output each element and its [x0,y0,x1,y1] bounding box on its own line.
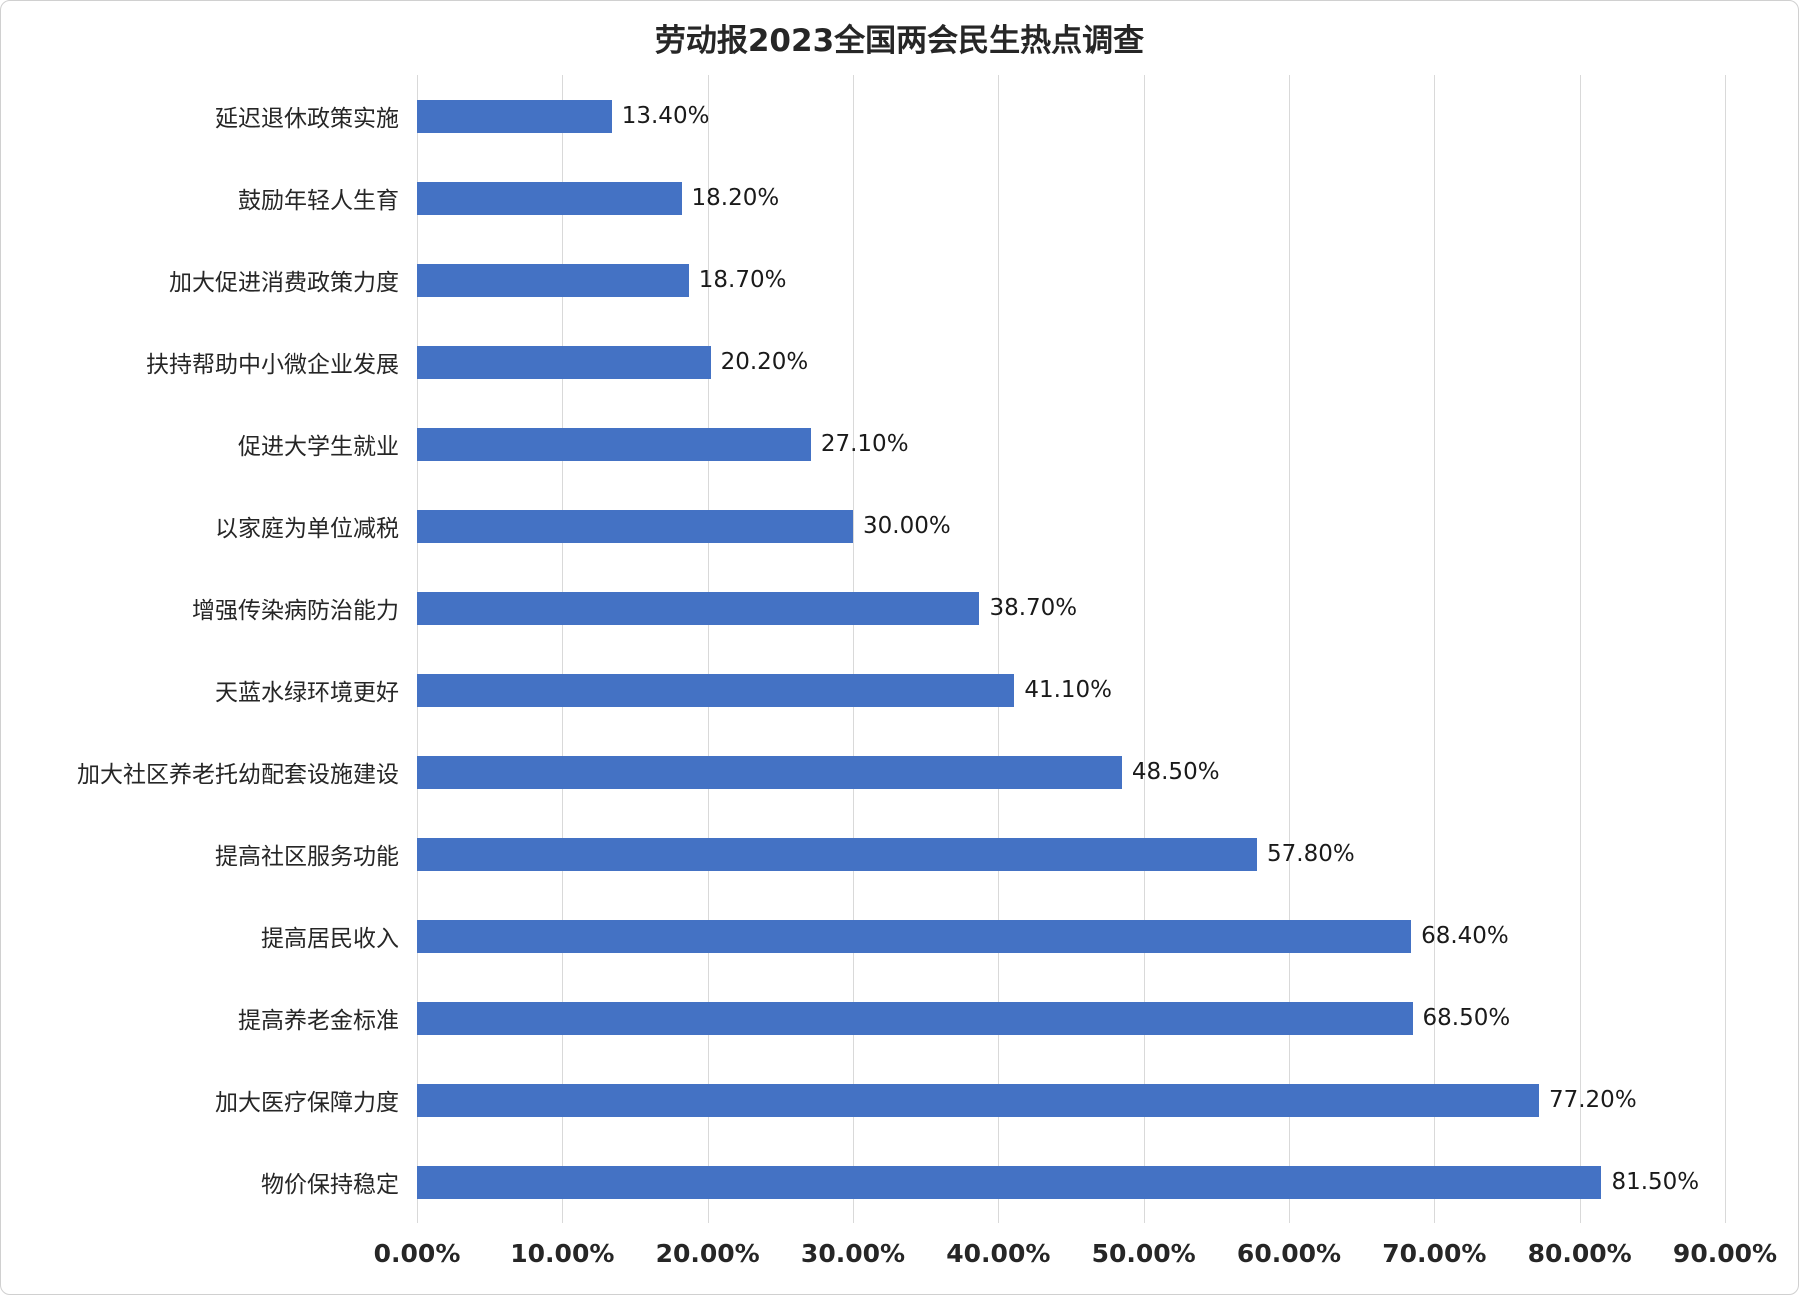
bar-row: 20.20% [417,321,1725,403]
bar [417,591,980,625]
bar [417,99,612,133]
category-label: 加大促进消费政策力度 [169,270,399,296]
value-label: 48.50% [1131,759,1220,785]
bar [417,509,853,543]
x-tick-label: 20.00% [655,1239,760,1268]
plot-area: 13.40% 18.20% 18.70% 20.20% 27.10% 30.00% 38.7… [417,75,1726,1223]
category-label: 提高居民收入 [261,926,399,952]
grid-line [998,75,1000,1223]
category-label: 天蓝水绿环境更好 [215,680,399,706]
bar [417,919,1412,953]
category-label: 加大医疗保障力度 [215,1090,399,1116]
x-axis-row: 0.00% 10.00% 20.00% 30.00% 40.00% 50.00% 60.00… [1,1233,1798,1281]
grid-line [562,75,564,1223]
bar-row: 41.10% [417,649,1725,731]
grid-line [707,75,709,1223]
value-label: 81.50% [1611,1169,1700,1195]
x-tick-label: 10.00% [510,1239,615,1268]
value-label: 30.00% [863,513,951,539]
bar [417,837,1258,871]
x-tick-label: 40.00% [946,1239,1051,1268]
bar-row: 18.70% [417,239,1725,321]
grid-line [853,75,854,1223]
bar-row: 68.50% [417,977,1725,1059]
x-tick-label: 30.00% [800,1239,906,1268]
category-label: 鼓励年轻人生育 [238,188,399,214]
value-label: 41.10% [1024,677,1113,703]
grid-line [1434,75,1436,1223]
grid-line [1143,75,1145,1223]
x-axis: 0.00% 10.00% 20.00% 30.00% 40.00% 50.00% 60.00… [374,1233,1777,1281]
x-tick-label: 60.00% [1236,1239,1342,1268]
bar-row: 27.10% [417,403,1725,485]
bar-row: 48.50% [417,731,1725,813]
grid-line [1725,75,1726,1223]
value-label: 13.40% [621,103,710,129]
grid-line [1579,75,1581,1223]
value-label: 57.80% [1267,841,1355,867]
value-label: 20.20% [720,349,809,375]
bar [417,263,689,297]
bar [417,755,1122,789]
bar-row: 77.20% [417,1059,1725,1141]
bar [417,1083,1539,1117]
bar-row: 38.70% [417,567,1725,649]
category-axis: 延迟退休政策实施鼓励年轻人生育加大促进消费政策力度扶持帮助中小微企业发展促进大学… [1,75,417,1223]
x-axis-spacer [1,1233,417,1281]
value-label: 18.20% [691,185,780,211]
bar [417,1165,1602,1199]
category-label: 增强传染病防治能力 [192,598,399,624]
bar-row: 13.40% [417,75,1725,157]
bar-row: 81.50% [417,1141,1725,1223]
category-label: 提高养老金标准 [238,1008,399,1034]
bar [417,181,682,215]
category-label: 延迟退休政策实施 [215,106,399,132]
value-label: 38.70% [989,595,1078,621]
bar-row: 57.80% [417,813,1725,895]
x-tick-label: 90.00% [1672,1239,1778,1268]
x-tick-label: 0.00% [373,1239,461,1268]
bar-row: 18.20% [417,157,1725,239]
bar-row: 30.00% [417,485,1725,567]
category-label: 提高社区服务功能 [215,844,399,870]
value-label: 68.50% [1422,1005,1511,1031]
value-label: 18.70% [698,267,787,293]
category-label: 促进大学生就业 [238,434,399,460]
bar [417,1001,1413,1035]
bar [417,673,1015,707]
chart-body: 延迟退休政策实施鼓励年轻人生育加大促进消费政策力度扶持帮助中小微企业发展促进大学… [1,75,1798,1223]
bar [417,345,711,379]
x-tick-label: 80.00% [1527,1239,1632,1268]
category-label: 以家庭为单位减税 [215,516,399,542]
value-label: 77.20% [1548,1087,1637,1113]
bars: 13.40% 18.20% 18.70% 20.20% 27.10% 30.00% 38.7… [417,75,1725,1223]
bar-row: 68.40% [417,895,1725,977]
bar [417,427,811,461]
x-tick-label: 50.00% [1091,1239,1196,1268]
category-label: 扶持帮助中小微企业发展 [146,352,399,378]
value-label: 27.10% [820,431,909,457]
category-label: 加大社区养老托幼配套设施建设 [77,762,399,788]
chart-title: 劳动报2023全国两会民生热点调查 [654,23,1145,59]
value-label: 68.40% [1421,923,1509,949]
category-label: 物价保持稳定 [261,1172,399,1198]
x-tick-label: 70.00% [1382,1239,1487,1268]
grid-line [1289,75,1290,1223]
gridlines [417,75,1726,1223]
grid-line [417,75,418,1223]
